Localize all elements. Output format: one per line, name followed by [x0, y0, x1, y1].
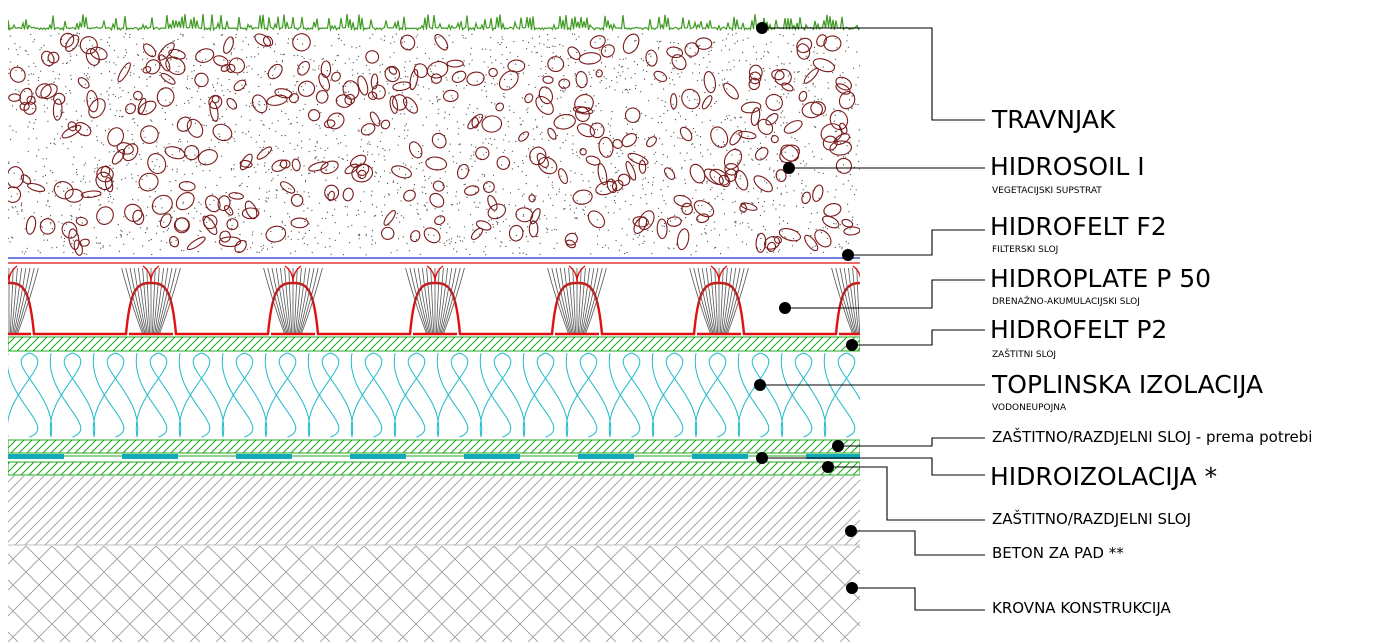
- separation-layer-lower: [8, 461, 860, 476]
- label-travnjak: TRAVNJAK: [992, 105, 1116, 134]
- label-hidrofelt-p2: HIDROFELT P2: [990, 315, 1168, 344]
- label-zastitno-prema-potrebi: ZAŠTITNO/RAZDJELNI SLOJ - prema potrebi: [992, 428, 1313, 446]
- leader-lines: [760, 27, 985, 611]
- substrate-layer: [8, 32, 860, 256]
- label-zastitno: ZAŠTITNO/RAZDJELNI SLOJ: [992, 510, 1192, 528]
- label-beton: BETON ZA PAD **: [992, 544, 1124, 562]
- sublabel-toplinska: VODONEUPOJNA: [992, 403, 1067, 413]
- drainage-board-layer: [8, 265, 860, 336]
- sublabel-hidrofelt-f2: FILTERSKI SLOJ: [992, 245, 1059, 255]
- separation-layer-upper: [8, 439, 860, 454]
- label-hidroizolacija: HIDROIZOLACIJA *: [990, 462, 1218, 491]
- roof-structure-layer: [8, 546, 860, 642]
- sublabel-hidrosoil: VEGETACIJSKI SUPSTRAT: [992, 186, 1102, 196]
- label-toplinska: TOPLINSKA IZOLACIJA: [992, 370, 1264, 399]
- waterproofing-membrane: [8, 454, 860, 459]
- label-hidrosoil: HIDROSOIL I: [990, 152, 1145, 181]
- grass-layer: [8, 13, 860, 33]
- label-hidroplate: HIDROPLATE P 50: [990, 264, 1212, 293]
- sublabel-hidroplate: DRENAŽNO-AKUMULACIJSKI SLOJ: [992, 297, 1140, 307]
- sublabel-hidrofelt-p2: ZAŠTITNI SLOJ: [992, 350, 1057, 360]
- label-krovna: KROVNA KONSTRUKCIJA: [992, 599, 1171, 617]
- thermal-insulation-layer: [8, 352, 860, 438]
- label-hidrofelt-f2: HIDROFELT F2: [990, 212, 1167, 241]
- leader-dots: [754, 22, 858, 594]
- protection-fleece-layer: [8, 336, 860, 352]
- concrete-slope-layer: [8, 476, 860, 545]
